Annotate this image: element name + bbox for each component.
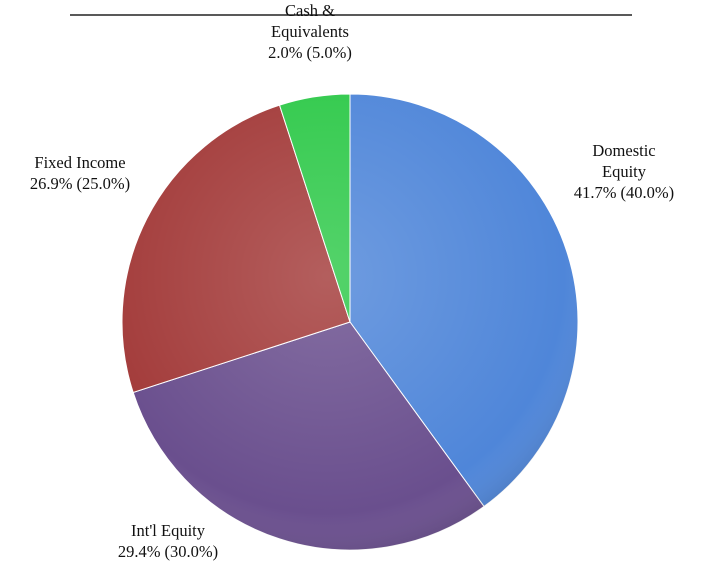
value-label: 41.7% (40.0%) — [573, 183, 675, 202]
slice-label: Domestic Equity 41.7% (40.0%) — [524, 140, 707, 203]
value-label: 26.9% (25.0%) — [29, 174, 131, 193]
value-label: 2.0% (5.0%) — [268, 43, 352, 62]
category-name: Fixed Income — [34, 153, 126, 172]
category-name: Domestic Equity — [592, 141, 656, 181]
category-name: Cash & Equivalents — [271, 1, 349, 41]
slice-label: Fixed Income 26.9% (25.0%) — [0, 152, 180, 194]
category-name: Int'l Equity — [130, 521, 205, 540]
slice-label: Int'l Equity 29.4% (30.0%) — [68, 520, 268, 562]
value-label: 29.4% (30.0%) — [117, 542, 219, 561]
pie — [121, 93, 579, 551]
slice-label: Cash & Equivalents 2.0% (5.0%) — [210, 0, 410, 63]
